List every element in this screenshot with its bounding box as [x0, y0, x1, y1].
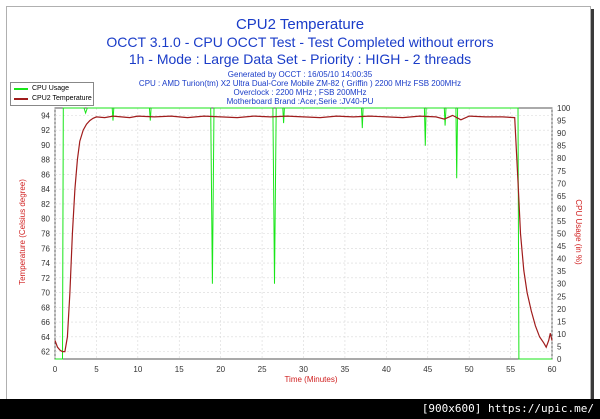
x-tick-label: 20: [216, 365, 225, 374]
x-tick-label: 60: [548, 365, 557, 374]
y-left-tick-label: 76: [41, 244, 50, 253]
chart-subtitle-test: OCCT 3.1.0 - CPU OCCT Test - Test Comple…: [106, 34, 494, 50]
y-left-tick-label: 82: [41, 200, 50, 209]
series-line-cpu-usage: [55, 107, 552, 360]
legend-swatch-temp: [14, 97, 28, 100]
y-left-tick-label: 64: [41, 333, 50, 342]
chart-svg: 0 5 10 15 20 25 30 35 40 45 50 55 606264666870727476…: [18, 104, 583, 384]
y-right-tick-label: 30: [557, 280, 566, 289]
x-tick-label: 45: [423, 365, 432, 374]
x-tick-label: 40: [382, 365, 391, 374]
legend-label-usage: CPU Usage: [32, 85, 69, 92]
y-right-tick-label: 70: [557, 179, 566, 188]
info-generated: Generated by OCCT : 16/05/10 14:00:35: [227, 70, 373, 79]
chart-subtitle-mode: 1h - Mode : Large Data Set - Priority : …: [128, 51, 472, 67]
watermark-bar: [900x600] https://upic.me/: [0, 399, 600, 419]
y-right-tick-label: 40: [557, 255, 566, 264]
x-tick-label: 0: [53, 365, 58, 374]
axis-layer: 0 5 10 15 20 25 30 35 40 45 50 55 606264666870727476…: [41, 104, 571, 374]
info-cpu: CPU : AMD Turion(tm) X2 Ultra Dual-Core …: [138, 79, 462, 88]
y-right-tick-label: 20: [557, 305, 566, 314]
info-overclock: Overclock : 2200 MHz ; FSB 200MHz: [233, 88, 367, 97]
y-right-tick-label: 5: [557, 342, 562, 351]
y-right-tick-label: 80: [557, 154, 566, 163]
y-right-tick-label: 25: [557, 292, 566, 301]
y-right-tick-label: 75: [557, 167, 566, 176]
y-right-tick-label: 85: [557, 142, 566, 151]
y-left-tick-label: 68: [41, 303, 50, 312]
y-left-tick-label: 84: [41, 185, 50, 194]
y-right-tick-label: 45: [557, 242, 566, 251]
y-right-tick-label: 35: [557, 267, 566, 276]
legend-label-temp: CPU2 Temperature: [32, 95, 92, 102]
x-tick-label: 15: [175, 365, 184, 374]
y-left-tick-label: 88: [41, 156, 50, 165]
y-right-tick-label: 95: [557, 117, 566, 126]
watermark-text: [900x600] https://upic.me/: [421, 402, 594, 415]
x-tick-label: 10: [133, 365, 142, 374]
x-tick-label: 5: [94, 365, 99, 374]
y-left-tick-label: 72: [41, 274, 50, 283]
y-right-tick-label: 65: [557, 192, 566, 201]
y-right-tick-label: 100: [557, 104, 571, 113]
series-layer: [54, 107, 553, 360]
x-axis-label: Time (Minutes): [284, 375, 337, 384]
y-right-tick-label: 60: [557, 204, 566, 213]
y-left-tick-label: 94: [41, 111, 50, 120]
y-right-tick-label: 50: [557, 230, 566, 239]
y-left-tick-label: 70: [41, 289, 50, 298]
y-axis-left-label: Temperature (Celsius degree): [18, 179, 27, 285]
x-tick-label: 35: [340, 365, 349, 374]
y-left-tick-label: 74: [41, 259, 50, 268]
chart-title: CPU2 Temperature: [235, 16, 365, 33]
y-right-tick-label: 90: [557, 129, 566, 138]
series-line-cpu2-temperature: [54, 114, 553, 353]
info-motherboard: Motherboard Brand :Acer,Serie :JV40-PU: [226, 97, 374, 106]
legend-item-temp: CPU2 Temperature: [14, 94, 92, 103]
y-axis-right-label: CPU Usage (in %): [574, 199, 583, 265]
x-tick-label: 25: [258, 365, 267, 374]
legend-swatch-usage: [14, 87, 28, 90]
chart-legend: CPU Usage CPU2 Temperature: [10, 82, 94, 106]
y-right-tick-label: 10: [557, 330, 566, 339]
legend-item-usage: CPU Usage: [14, 84, 69, 93]
y-left-tick-label: 86: [41, 170, 50, 179]
y-left-tick-label: 80: [41, 215, 50, 224]
y-left-tick-label: 78: [41, 230, 50, 239]
y-left-tick-label: 66: [41, 318, 50, 327]
y-left-tick-label: 90: [41, 141, 50, 150]
y-right-tick-label: 55: [557, 217, 566, 226]
x-tick-label: 50: [465, 365, 474, 374]
grid-layer: [54, 107, 553, 360]
y-right-tick-label: 15: [557, 317, 566, 326]
x-tick-label: 30: [299, 365, 308, 374]
y-left-tick-label: 62: [41, 348, 50, 357]
y-left-tick-label: 92: [41, 126, 50, 135]
y-right-tick-label: 0: [557, 355, 562, 364]
x-tick-label: 55: [506, 365, 515, 374]
